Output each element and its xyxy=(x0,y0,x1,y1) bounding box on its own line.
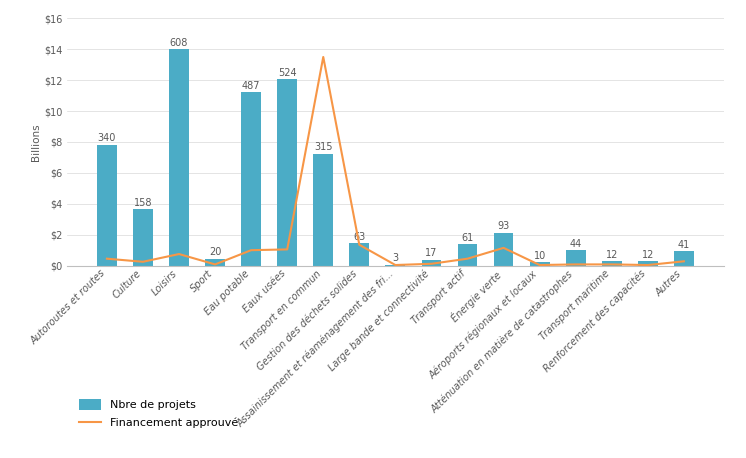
Text: 315: 315 xyxy=(314,142,333,153)
Bar xyxy=(674,251,694,266)
Bar xyxy=(169,49,189,266)
Text: 487: 487 xyxy=(242,81,260,91)
Text: 12: 12 xyxy=(606,250,618,260)
Text: 61: 61 xyxy=(461,233,474,243)
Bar xyxy=(457,244,477,266)
Text: 340: 340 xyxy=(98,133,116,143)
Bar xyxy=(313,153,333,266)
Bar xyxy=(205,258,225,266)
Bar xyxy=(530,262,550,266)
Text: 608: 608 xyxy=(170,38,188,48)
Bar xyxy=(349,243,369,266)
Text: 10: 10 xyxy=(533,251,546,261)
Text: 158: 158 xyxy=(134,198,152,208)
Text: 93: 93 xyxy=(498,221,510,231)
Bar xyxy=(421,260,442,266)
Text: 12: 12 xyxy=(642,250,654,260)
Bar xyxy=(638,262,658,266)
Text: 63: 63 xyxy=(353,232,366,242)
Bar xyxy=(494,233,513,266)
Bar xyxy=(565,250,586,266)
Bar xyxy=(278,79,297,266)
Text: 3: 3 xyxy=(392,253,398,263)
Bar xyxy=(97,145,117,266)
Text: 20: 20 xyxy=(209,247,222,257)
Bar xyxy=(241,93,261,266)
Text: 44: 44 xyxy=(569,239,582,249)
Y-axis label: Billions: Billions xyxy=(31,123,41,161)
Text: 524: 524 xyxy=(278,68,296,78)
Bar xyxy=(602,262,621,266)
Text: 41: 41 xyxy=(677,240,690,250)
Legend: Nbre de projets, Financement approuvé: Nbre de projets, Financement approuvé xyxy=(79,399,239,428)
Text: 17: 17 xyxy=(425,248,438,258)
Bar xyxy=(386,265,405,266)
Bar xyxy=(133,209,153,266)
